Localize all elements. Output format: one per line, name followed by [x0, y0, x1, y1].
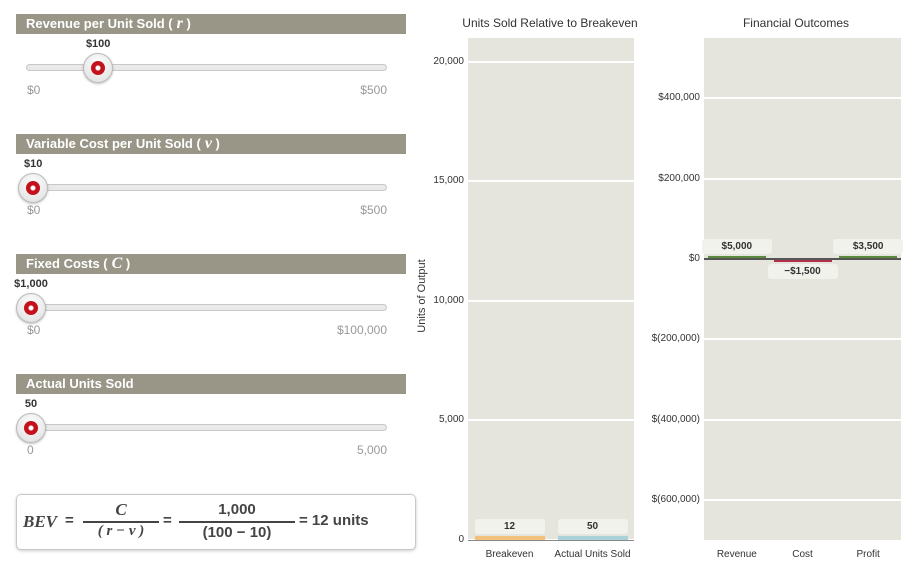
slider-title-close: ): [211, 136, 220, 151]
slider-min-fixed-costs: $0: [27, 323, 41, 337]
slider-title-close: ): [182, 16, 191, 31]
gridline: [468, 60, 634, 63]
breakeven-formula: BEV = C ( r − v ) = 1,000 (100 − 10) = 1…: [16, 494, 416, 550]
y-tick-label: $0: [688, 252, 700, 264]
x-axis-line-units: [468, 540, 634, 541]
bar-profit: [839, 255, 898, 259]
slider-max-fixed-costs: $100,000: [336, 323, 387, 337]
gridline: [704, 498, 901, 501]
data-label: 50: [557, 519, 628, 534]
y-tick-label: $(400,000): [651, 413, 700, 425]
fraction-bar-1: [83, 521, 159, 523]
gridline: [704, 418, 901, 421]
y-tick-label: $400,000: [658, 92, 700, 104]
slider-track-variable-cost[interactable]: [26, 184, 387, 191]
gridline: [704, 177, 901, 180]
formula-denominator-symbolic: ( r − v ): [97, 523, 145, 539]
gridline: [704, 338, 901, 341]
formula-denominator-value: (100 − 10): [202, 524, 272, 541]
bar-cost: [773, 258, 832, 262]
slider-symbol: C: [107, 255, 123, 272]
slider-title: Actual Units Sold: [26, 376, 134, 391]
bar-breakeven: [474, 536, 545, 540]
y-tick-label: $(600,000): [651, 493, 700, 505]
slider-track-revenue-per-unit[interactable]: [26, 64, 387, 71]
gridline: [704, 97, 901, 100]
fraction-bar-2: [179, 521, 295, 523]
formula-numerator-symbolic: C: [115, 500, 127, 519]
slider-value-revenue-per-unit: $100: [85, 38, 111, 50]
slider-header-fixed-costs: Fixed Costs ( C ): [16, 254, 406, 274]
formula-numerator-value: 1,000: [218, 501, 256, 518]
slider-symbol: v: [200, 135, 212, 152]
gridline: [468, 299, 634, 302]
data-label: $5,000: [701, 238, 772, 254]
y-tick-label: $(200,000): [651, 333, 700, 345]
slider-min-variable-cost: $0: [27, 203, 41, 217]
slider-header-revenue-per-unit: Revenue per Unit Sold ( r ): [16, 14, 406, 34]
y-tick-label: 10,000: [433, 294, 464, 306]
slider-track-fixed-costs[interactable]: [26, 304, 387, 311]
chart-title-financial: Financial Outcomes: [742, 16, 850, 30]
bar-actual-units-sold: [557, 536, 628, 540]
formula-equals-2: =: [163, 512, 172, 529]
slider-title: Variable Cost per Unit Sold (: [26, 136, 201, 151]
x-tick-label: Cost: [792, 549, 813, 560]
plot-area-financial: [704, 38, 901, 540]
slider-max-variable-cost: $500: [360, 203, 387, 217]
y-tick-label: 5,000: [438, 414, 464, 426]
slider-value-fixed-costs: $1,000: [14, 278, 48, 290]
y-tick-label: 20,000: [433, 55, 464, 67]
gridline: [468, 419, 634, 422]
slider-min-actual-units: 0: [27, 443, 34, 457]
formula-equals-1: =: [65, 512, 74, 529]
x-tick-label: Profit: [856, 549, 880, 560]
slider-handle-fixed-costs[interactable]: [16, 293, 46, 323]
chart-title-units: Units Sold Relative to Breakeven: [462, 16, 638, 30]
slider-track-actual-units[interactable]: [26, 424, 387, 431]
x-tick-label: Revenue: [716, 549, 757, 560]
data-label: 12: [474, 519, 545, 534]
formula-result: = 12 units: [299, 512, 369, 529]
y-tick-label: 15,000: [433, 175, 464, 187]
data-label: −$1,500: [767, 263, 838, 279]
y-tick-label: 0: [458, 534, 464, 545]
slider-max-actual-units: 5,000: [356, 443, 387, 457]
slider-header-actual-units: Actual Units Sold: [16, 374, 406, 394]
slider-value-actual-units: 50: [24, 398, 38, 410]
slider-value-variable-cost: $10: [24, 158, 43, 170]
slider-min-revenue-per-unit: $0: [27, 83, 41, 97]
slider-handle-revenue-per-unit[interactable]: [83, 53, 114, 83]
slider-header-variable-cost: Variable Cost per Unit Sold ( v ): [16, 134, 406, 154]
x-tick-label: Breakeven: [485, 549, 534, 560]
zero-line: [704, 257, 901, 260]
gridline: [468, 180, 634, 183]
slider-title: Fixed Costs (: [26, 256, 108, 271]
slider-title-close: ): [122, 256, 131, 271]
slider-title: Revenue per Unit Sold (: [26, 16, 173, 31]
bar-revenue: [707, 255, 766, 259]
data-label: $3,500: [833, 238, 904, 254]
x-tick-label: Actual Units Sold: [554, 549, 631, 560]
formula-lhs: BEV: [23, 512, 58, 531]
y-tick-label: $200,000: [658, 172, 700, 184]
slider-handle-actual-units[interactable]: [16, 413, 46, 443]
slider-handle-variable-cost[interactable]: [18, 173, 49, 203]
slider-symbol: r: [172, 15, 183, 32]
plot-area-units: [468, 38, 634, 541]
slider-max-revenue-per-unit: $500: [360, 83, 387, 97]
